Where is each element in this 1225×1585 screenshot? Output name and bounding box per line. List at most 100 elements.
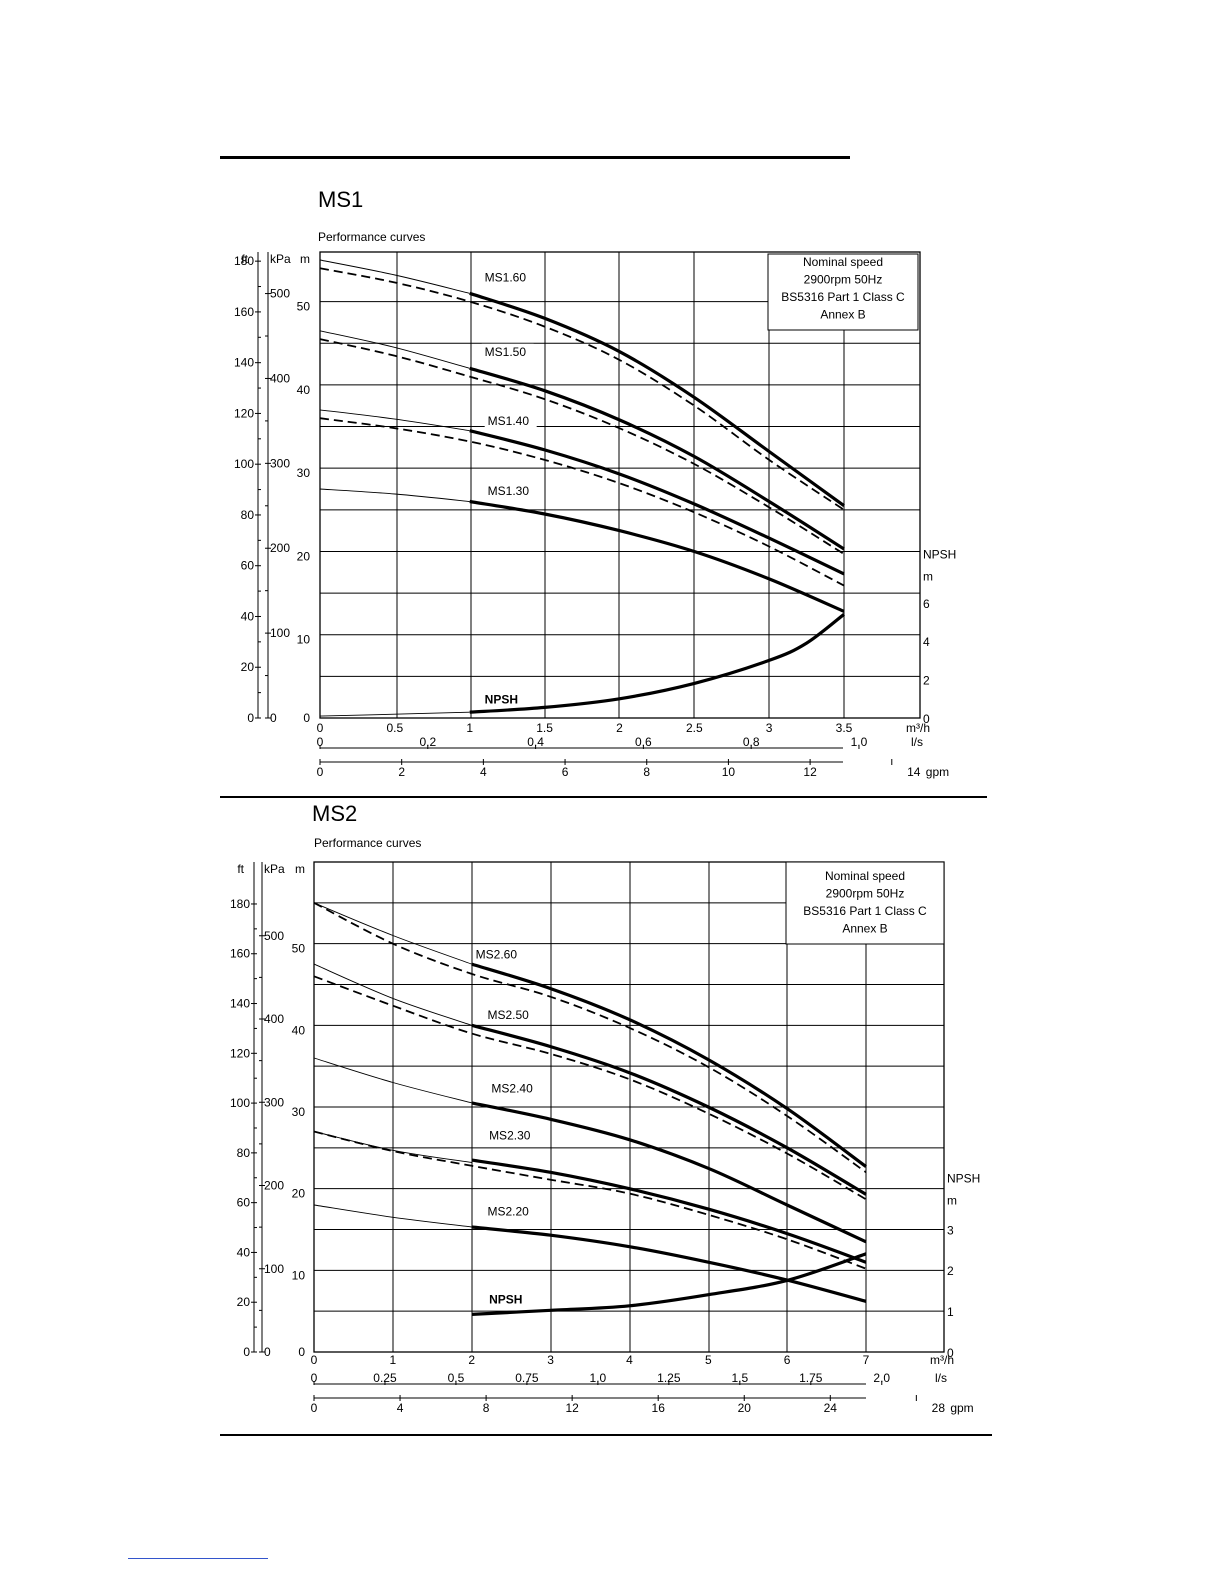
x-m3h-tick-label: 3 [547,1353,554,1367]
npsh-tick-label: 2 [947,1264,954,1278]
series-label-ms2-40: MS2.40 [491,1081,533,1095]
ft-tick-label: 100 [230,1096,250,1110]
x-m3h-tick-label: 6 [784,1353,791,1367]
ft-tick-label: 140 [234,356,254,370]
x-m3h-tick-label: 0.5 [387,721,404,735]
series-label-ms1-60: MS1.60 [485,271,527,285]
chart-title-ms1: MS1 [318,187,364,212]
x-gpm-tick-label: 0 [317,765,324,779]
kpa-tick-label: 200 [270,541,290,555]
curve-solid-ms1-40 [469,429,845,576]
x-gpm-tick-label: 20 [738,1401,752,1415]
m-axis-title: m [300,252,310,266]
x-ls-tick-label: 2.0 [873,1371,890,1385]
ft-tick-label: 0 [247,711,254,725]
series-label-bg [481,269,534,286]
x-gpm-tick-label: 4 [480,765,487,779]
x-gpm-tick-label: 0 [311,1401,318,1415]
ft-tick-label: 60 [237,1196,251,1210]
curve-solid-ms2-30 [471,1158,867,1264]
note-line: Annex B [842,922,887,936]
curve-thin-ms2-50 [313,963,472,1026]
x-m3h-tick-label: 1 [466,721,473,735]
ft-axis-title: ft [241,252,248,266]
x-gpm-tick-label: 10 [722,765,736,779]
x-m3h-tick-label: 0 [317,721,324,735]
npsh-tick-label: 6 [923,597,930,611]
npsh-axis-unit: m [923,570,933,584]
m-tick-label: 50 [292,942,306,956]
x-m3h-tick-label: 2.5 [686,721,703,735]
npsh-tick-label: 3 [947,1223,954,1237]
x-m3h-unit: m³/h [906,721,930,735]
series-label-ms2-20: MS2.20 [487,1205,529,1219]
x-m3h-tick-label: 7 [863,1353,870,1367]
chart-ms1: Nominal speed 2900rpm 50Hz BS5316 Part 1 C… [234,251,956,779]
m-tick-label: 40 [297,383,311,397]
curve-solid-ms2-60 [471,962,867,1168]
series-label-bg [484,1203,537,1220]
kpa-tick-label: 300 [270,456,290,470]
x-gpm-tick-label: 28 [932,1401,946,1415]
npsh-axis-title: NPSH [947,1171,980,1185]
ft-tick-label: 160 [234,305,254,319]
x-m3h-tick-label: 1 [390,1353,397,1367]
x-ls-tick-label: 0.25 [373,1371,397,1385]
x-ls-unit: l/s [935,1371,947,1385]
kpa-tick-label: 500 [264,929,284,943]
x-gpm-tick-label: 2 [398,765,405,779]
kpa-tick-label: 100 [270,626,290,640]
ft-tick-label: 140 [230,997,250,1011]
ft-tick-label: 100 [234,457,254,471]
curve-dashed-ms1-50 [319,338,845,555]
m-tick-label: 0 [303,711,310,725]
m-tick-label: 20 [292,1187,306,1201]
npsh-tick-label: 4 [923,635,930,649]
plot-frame [319,251,921,719]
ft-tick-label: 180 [230,897,250,911]
ft-tick-label: 0 [243,1345,250,1359]
x-gpm-tick-label: 4 [397,1401,404,1415]
x-ls-tick-label: 1.75 [799,1371,823,1385]
m-tick-label: 40 [292,1023,306,1037]
npsh-curve [469,613,845,714]
note-box [785,861,945,945]
note-box [767,253,919,331]
x-gpm-tick-label: 12 [803,765,817,779]
kpa-tick-label: 0 [270,711,277,725]
x-ls-tick-label: 0.5 [448,1371,465,1385]
bottom-rule [220,1434,992,1436]
m-tick-label: 0 [298,1345,305,1359]
x-ls-tick-label: 1.5 [731,1371,748,1385]
npsh-tick-label: 0 [923,712,930,726]
x-m3h-tick-label: 2 [468,1353,475,1367]
m-axis-title: m [295,862,305,876]
npsh-tick-label: 2 [923,674,930,688]
series-label-bg [486,1127,539,1144]
note-line: Nominal speed [803,255,883,269]
x-gpm-tick-label: 8 [643,765,650,779]
curve-thin-ms2-40 [313,1057,472,1104]
x-ls-tick-label: 1.0 [590,1371,607,1385]
curve-dashed-ms1-40 [319,417,845,587]
series-label-ms1-30: MS1.30 [488,484,530,498]
m-tick-label: 50 [297,300,311,314]
note-line: 2900rpm 50Hz [804,273,883,287]
curve-solid-ms2-20 [471,1225,867,1303]
curve-dashed-ms1-60 [319,267,845,511]
m-tick-label: 30 [297,466,311,480]
x-gpm-tick-label: 6 [562,765,569,779]
x-ls-tick-label: 0.4 [527,735,544,749]
x-gpm-tick-label: 14 [907,765,921,779]
curve-thin-ms1-60 [319,259,470,294]
npsh-axis-unit: m [947,1193,957,1207]
x-m3h-tick-label: 3.5 [836,721,853,735]
series-label-ms1-50: MS1.50 [485,345,527,359]
chart-subtitle-ms1: Performance curves [318,230,426,244]
npsh-axis-title: NPSH [923,548,956,562]
x-ls-tick-label: 0.2 [419,735,436,749]
curve-solid-ms2-50 [471,1023,867,1196]
npsh-curve [471,1252,867,1316]
series-label-bg [488,1080,541,1097]
